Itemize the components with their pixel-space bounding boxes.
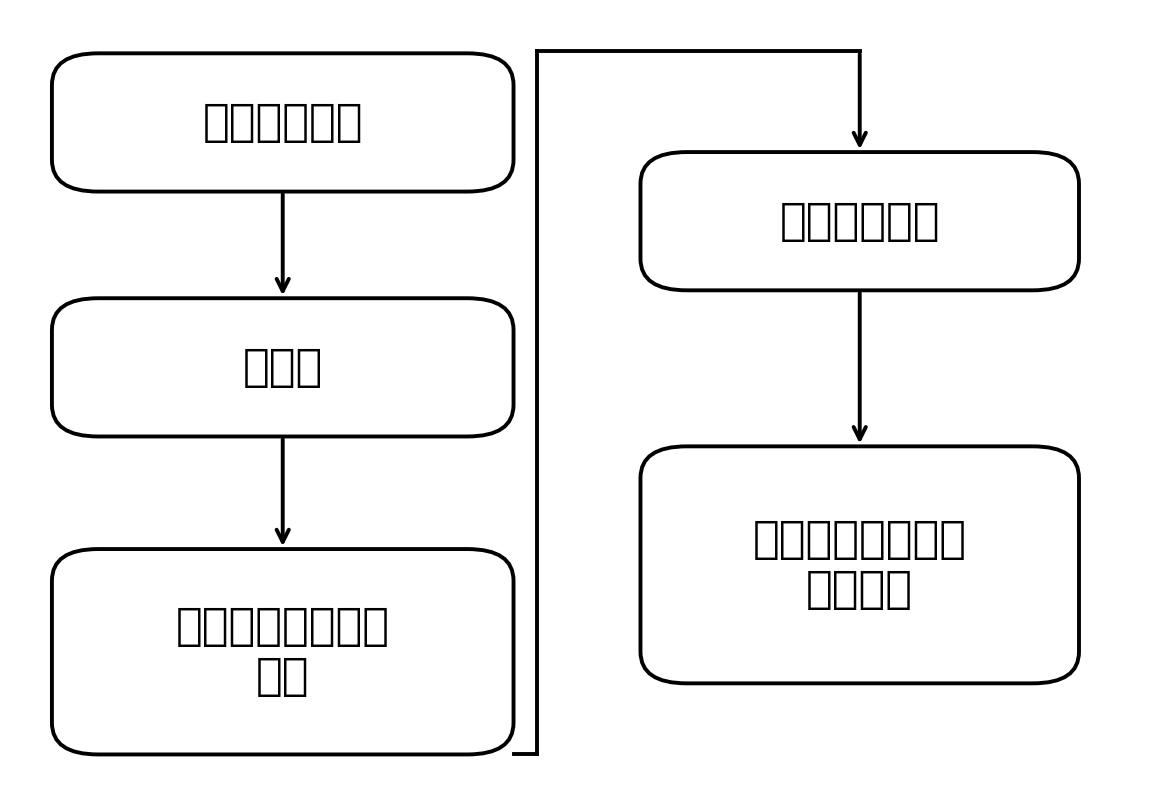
Text: 绘制二维相关谱并
量化: 绘制二维相关谱并 量化 (175, 605, 390, 698)
FancyBboxPatch shape (640, 152, 1079, 291)
Text: 预处理: 预处理 (242, 346, 323, 389)
FancyBboxPatch shape (640, 446, 1079, 683)
Text: 用择近原则，实现
匹配聚类: 用择近原则，实现 匹配聚类 (752, 518, 967, 611)
FancyBboxPatch shape (52, 549, 514, 754)
FancyBboxPatch shape (52, 54, 514, 192)
Text: 采集动态光谱: 采集动态光谱 (202, 101, 364, 144)
Text: 计算欧氏距离: 计算欧氏距离 (779, 200, 941, 243)
FancyBboxPatch shape (52, 299, 514, 436)
